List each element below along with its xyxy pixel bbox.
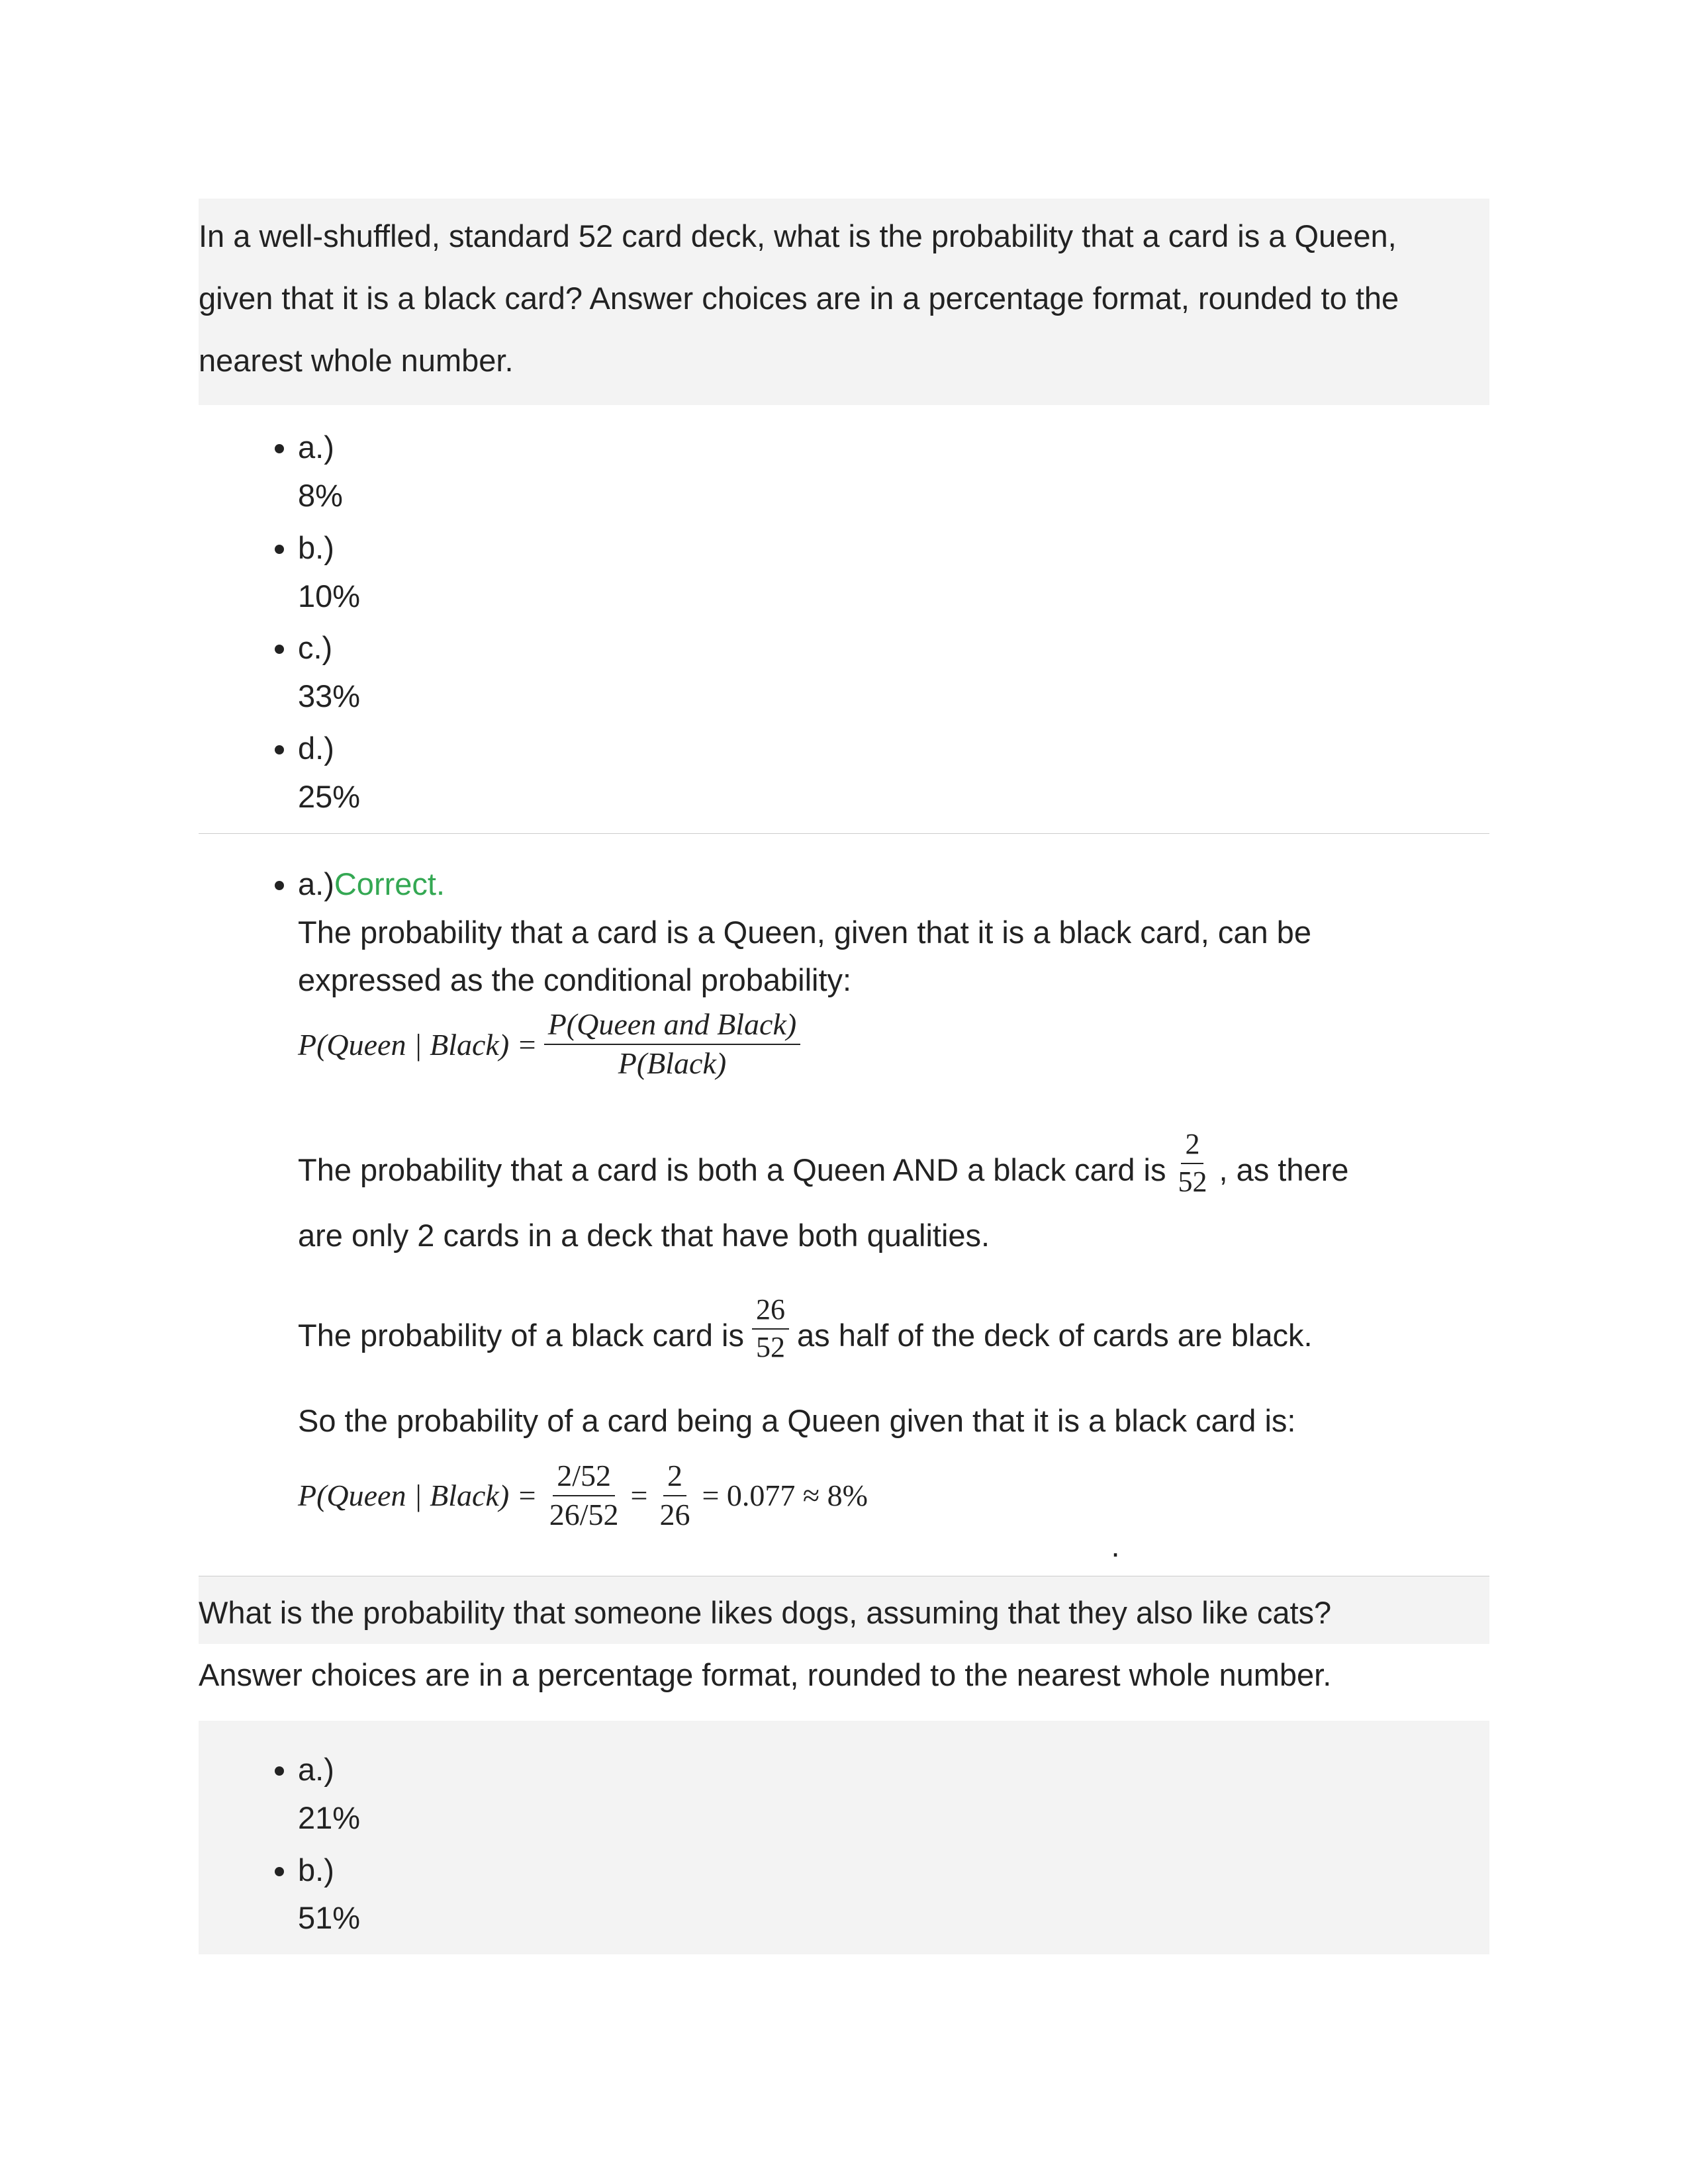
fraction-denominator: 52 — [1174, 1164, 1211, 1199]
equals-1: = — [630, 1472, 647, 1519]
q2-choice-b: b.) 51% — [298, 1844, 1489, 1945]
f2-tail: = 0.077 ≈ 8% — [702, 1472, 868, 1519]
p4: So the probability of a card being a Que… — [298, 1397, 1489, 1445]
q2-choices: a.) 21% b.) 51% — [199, 1721, 1489, 1954]
para-black: The probability of a black card is 26 52… — [298, 1293, 1489, 1364]
q2-line1: What is the probability that someone lik… — [199, 1595, 1331, 1630]
p3a: The probability of a black card is — [298, 1312, 744, 1364]
explanation-line1: The probability that a card is a Queen, … — [298, 909, 1489, 957]
frac-26-52: 26 52 — [752, 1293, 789, 1364]
choice-value: 10% — [298, 572, 1489, 621]
q1-choice-d: d.) 25% — [298, 723, 1489, 823]
choice-value: 8% — [298, 472, 1489, 520]
q2-prompt: What is the probability that someone lik… — [199, 1576, 1489, 1706]
frac-compound: 2/52 26/52 — [545, 1459, 623, 1533]
para-queen-and-black: The probability that a card is both a Qu… — [298, 1128, 1489, 1199]
q1-choice-b: b.) 10% — [298, 522, 1489, 623]
explanation-line2: expressed as the conditional probability… — [298, 956, 1489, 1005]
fraction-denominator: 26 — [655, 1496, 694, 1533]
fraction-numerator: 2 — [1181, 1128, 1203, 1164]
page: In a well-shuffled, standard 52 card dec… — [0, 0, 1688, 2184]
q1-line1: In a well-shuffled, standard 52 card dec… — [199, 218, 1397, 253]
fraction-numerator: 26 — [752, 1293, 789, 1330]
f2-lhs: P(Queen | Black) = — [298, 1472, 538, 1519]
conditional-formula: P(Queen | Black) = P(Queen and Black) P(… — [298, 1007, 1489, 1081]
choice-value: 33% — [298, 672, 1489, 721]
q2-choice-a: a.) 21% — [298, 1744, 1489, 1844]
choice-value: 51% — [298, 1894, 1489, 1942]
q1-choices: a.) 8% b.) 10% c.) 33% d.) 25% — [199, 405, 1489, 834]
answer-label: a.) — [298, 866, 334, 901]
q1-choice-c: c.) 33% — [298, 622, 1489, 723]
frac-2-52: 2 52 — [1174, 1128, 1211, 1199]
frac-2-26: 2 26 — [655, 1459, 694, 1533]
q2-line2: Answer choices are in a percentage forma… — [199, 1644, 1489, 1706]
q1-choice-a: a.) 8% — [298, 422, 1489, 522]
correct-text: Correct. — [334, 866, 445, 901]
choice-label: b.) — [298, 530, 334, 565]
q1-line3: nearest whole number. — [199, 343, 514, 378]
choice-label: a.) — [298, 430, 334, 465]
p3b: as half of the deck of cards are black. — [797, 1312, 1313, 1364]
p2a: The probability that a card is both a Qu… — [298, 1146, 1166, 1199]
p2b: , as there — [1219, 1146, 1348, 1199]
answer-item: a.)Correct. The probability that a card … — [298, 860, 1489, 1533]
q1-answer: a.)Correct. The probability that a card … — [199, 834, 1489, 1533]
formula-lhs: P(Queen | Black) = — [298, 1021, 538, 1068]
choice-label: c.) — [298, 630, 332, 665]
q1-prompt: In a well-shuffled, standard 52 card dec… — [199, 199, 1489, 405]
choice-label: b.) — [298, 1852, 334, 1888]
fraction-denominator: 52 — [752, 1330, 789, 1365]
final-formula: P(Queen | Black) = 2/52 26/52 = 2 26 = 0… — [298, 1459, 1489, 1533]
choice-value: 25% — [298, 773, 1489, 821]
trailing-dot: . — [741, 1527, 1489, 1564]
fraction-numerator: P(Queen and Black) — [544, 1007, 801, 1045]
choice-label: a.) — [298, 1752, 334, 1787]
fraction-denominator: P(Black) — [614, 1045, 730, 1081]
choice-label: d.) — [298, 731, 334, 766]
fraction-numerator: 2 — [663, 1459, 686, 1496]
choice-value: 21% — [298, 1794, 1489, 1843]
q2-wrap: What is the probability that someone lik… — [199, 1576, 1489, 1954]
fraction-numerator: 2/52 — [553, 1459, 615, 1496]
q1-line2: given that it is a black card? Answer ch… — [199, 281, 1399, 316]
fraction-denominator: 26/52 — [545, 1496, 623, 1533]
formula-fraction: P(Queen and Black) P(Black) — [544, 1007, 801, 1081]
p2c: are only 2 cards in a deck that have bot… — [298, 1212, 1489, 1260]
